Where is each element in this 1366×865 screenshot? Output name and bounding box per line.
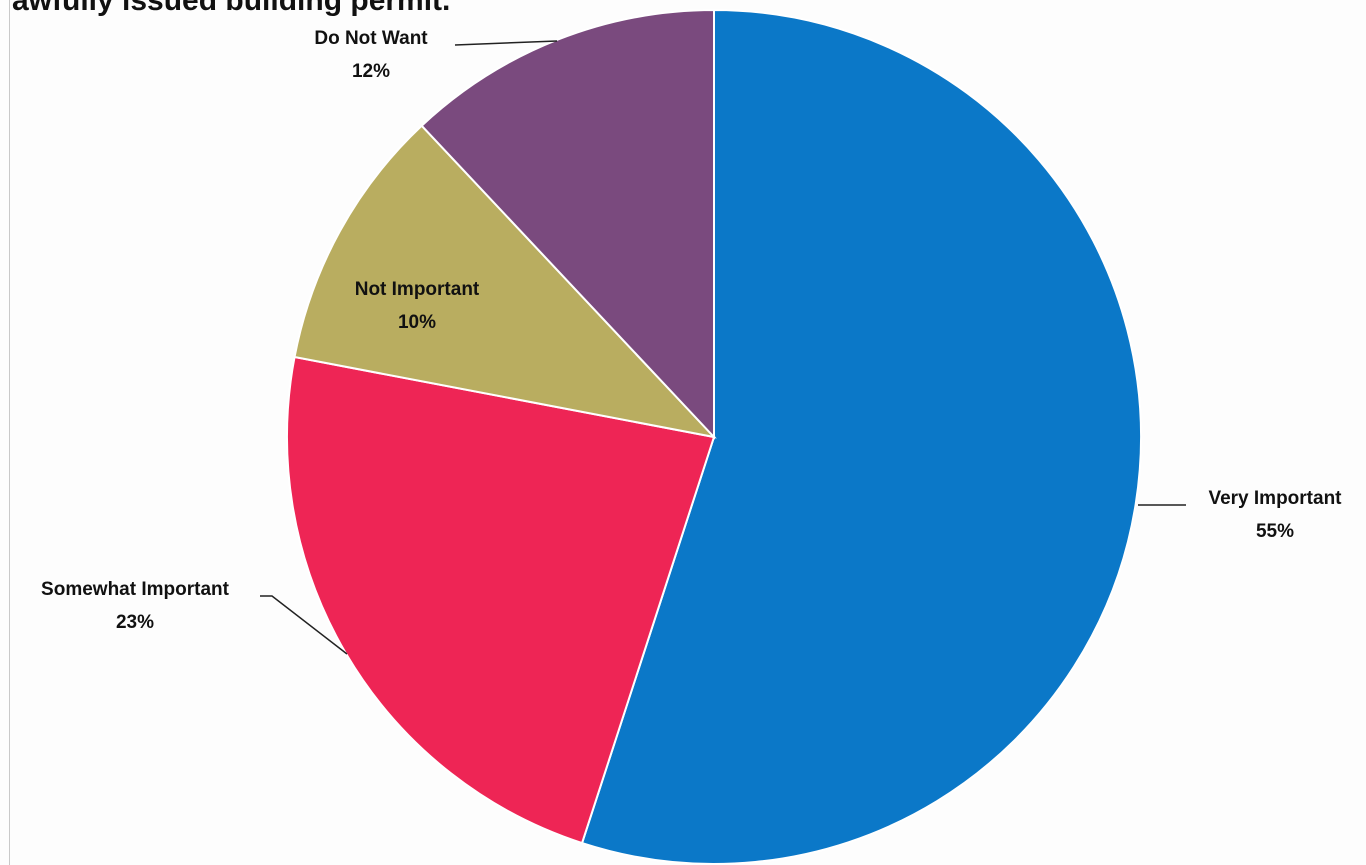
frame-border	[9, 0, 10, 865]
chart-title: awfully issued building permit.	[12, 0, 451, 17]
data-value-do-not-want: 12%	[352, 61, 390, 82]
data-labels: Very Important 55% Somewhat Important 23% No…	[41, 28, 1342, 633]
leader-line-somewhat-important	[260, 595, 348, 655]
data-value-very-important: 55%	[1256, 521, 1294, 542]
data-label-not-important: Not Important	[355, 279, 480, 300]
data-value-somewhat-important: 23%	[116, 612, 154, 633]
data-value-not-important: 10%	[398, 312, 436, 333]
pie-slice-very-important	[580, 8, 1143, 865]
pie-slice-do-not-want	[420, 8, 715, 440]
data-label-very-important: Very Important	[1208, 488, 1342, 509]
data-label-do-not-want: Do Not Want	[314, 28, 428, 49]
pie-slice-not-important	[293, 124, 717, 439]
leader-lines	[260, 40, 1186, 655]
data-label-somewhat-important: Somewhat Important	[41, 579, 230, 600]
pie-slices	[286, 8, 1143, 865]
leader-line-do-not-want	[454, 40, 558, 46]
